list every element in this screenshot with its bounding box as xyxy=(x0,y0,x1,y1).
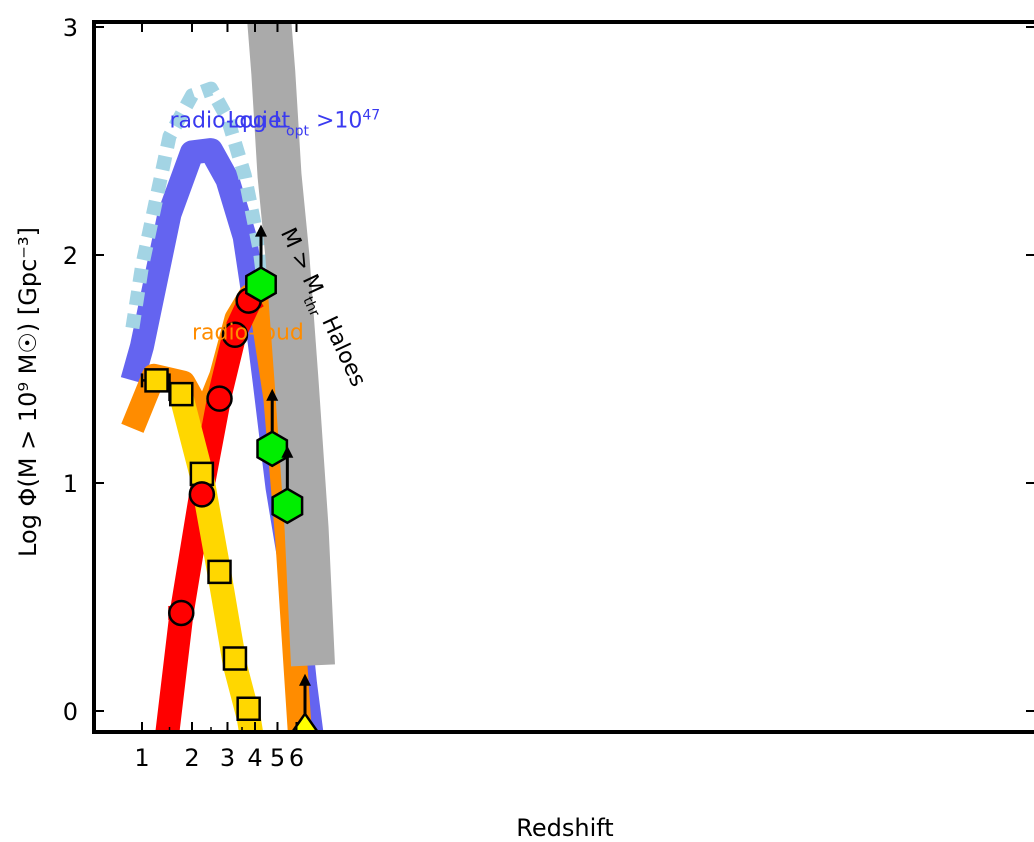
marker-hexagon xyxy=(256,430,289,468)
y-axis-label: Log Φ(M > 10⁹ M☉) [Gpc⁻³] xyxy=(14,227,42,557)
point-hexagon-1 xyxy=(256,388,289,468)
marker-square xyxy=(207,559,232,585)
y-tick-label: 1 xyxy=(63,470,78,498)
marker-square xyxy=(222,646,248,671)
y-tick-label: 2 xyxy=(63,242,78,270)
plot-frame xyxy=(92,20,1034,734)
arrow-head xyxy=(255,224,268,237)
series-1-line xyxy=(125,81,312,644)
point-circle-3 xyxy=(221,321,249,349)
point-square-4 xyxy=(222,646,248,671)
x-axis-label: Redshift xyxy=(516,814,613,842)
point-circle-1 xyxy=(188,481,216,508)
x-tick-label: 2 xyxy=(184,744,199,772)
annotation-2: radio-loud xyxy=(192,320,304,345)
point-square-0 xyxy=(140,368,171,393)
marker-hexagon xyxy=(271,487,304,525)
point-circle-0 xyxy=(168,599,195,627)
marker-hexagon xyxy=(245,266,277,304)
x-tick-label: 4 xyxy=(247,744,262,772)
marker-square xyxy=(169,381,194,407)
marker-circle xyxy=(168,599,195,627)
arrow-head xyxy=(266,388,279,401)
y-tick-label: 0 xyxy=(63,698,78,726)
marker-circle xyxy=(188,481,216,508)
marker-circle xyxy=(221,321,249,349)
x-tick-label: 1 xyxy=(134,744,149,772)
point-hexagon-2 xyxy=(271,445,304,525)
x-tick-label: 3 xyxy=(220,744,235,772)
x-tick-label: 6 xyxy=(289,744,304,772)
annotation-1: Log Lopt >1047 xyxy=(227,107,380,139)
x-tick-label: 5 xyxy=(270,744,285,772)
marker-square xyxy=(144,368,169,393)
point-square-3 xyxy=(207,559,232,585)
point-hexagon-0 xyxy=(245,224,277,304)
point-circle-2 xyxy=(206,385,233,412)
marker-circle xyxy=(206,385,233,412)
marker-square xyxy=(236,696,261,721)
marker-square xyxy=(189,461,215,487)
annotation-0: radio-quiet xyxy=(170,108,291,133)
point-square-5 xyxy=(236,696,261,721)
y-tick-label: 3 xyxy=(63,14,78,42)
point-square-2 xyxy=(189,461,215,487)
point-square-1 xyxy=(168,381,194,407)
series-5-line xyxy=(247,22,335,667)
arrow-head xyxy=(298,673,311,686)
arrow-head xyxy=(281,445,294,458)
